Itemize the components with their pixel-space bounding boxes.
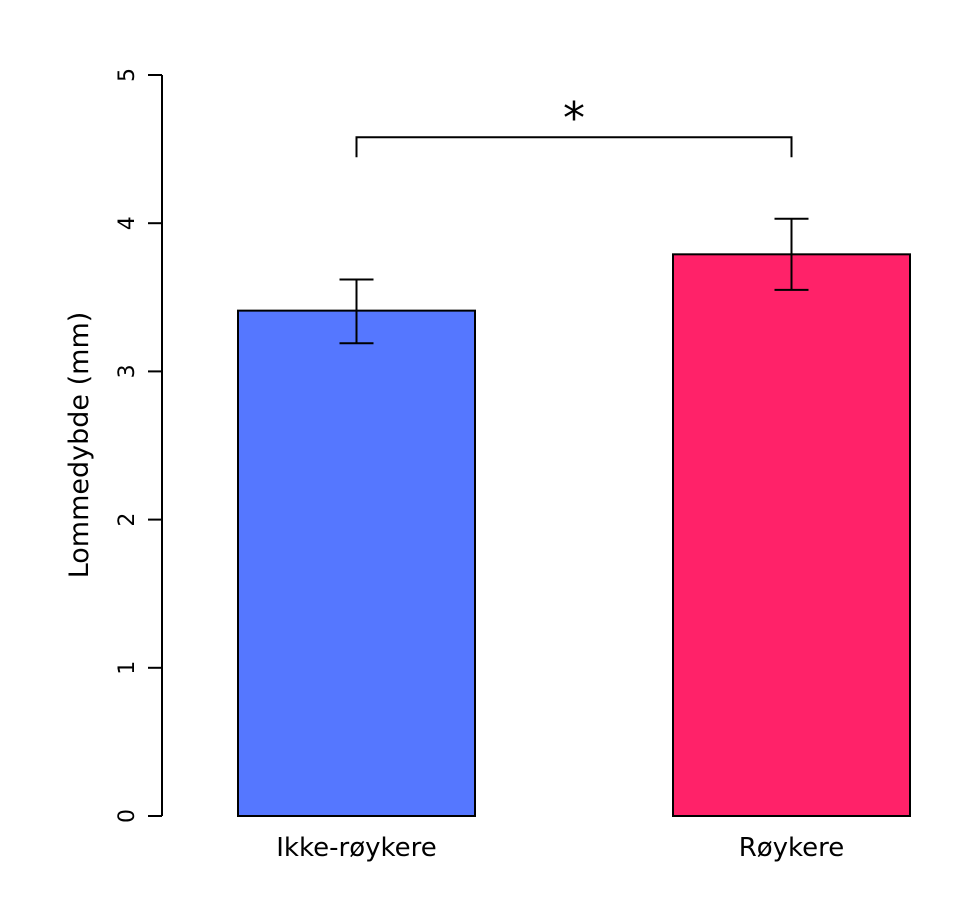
error-bars [339, 217, 809, 345]
bar-1 [237, 309, 476, 817]
bar-2 [672, 253, 911, 817]
bars [237, 253, 911, 817]
y-tick-label: 4 [115, 216, 140, 230]
category-label: Ikke-røykere [276, 833, 436, 863]
y-axis: 0 1 2 3 4 5 [115, 68, 163, 823]
category-labels: Ikke-røykere Røykere [276, 833, 844, 863]
significance-annotation: * [355, 93, 793, 158]
y-tick-label: 2 [115, 513, 140, 527]
y-tick-label: 5 [115, 68, 140, 82]
category-label: Røykere [739, 833, 845, 863]
y-axis-title: Lommedybde (mm) [64, 312, 95, 579]
significance-star: * [563, 93, 585, 144]
y-tick-label: 0 [115, 809, 140, 823]
y-tick-label: 3 [115, 364, 140, 378]
significance-bracket [355, 136, 793, 158]
y-tick-label: 1 [115, 661, 140, 675]
